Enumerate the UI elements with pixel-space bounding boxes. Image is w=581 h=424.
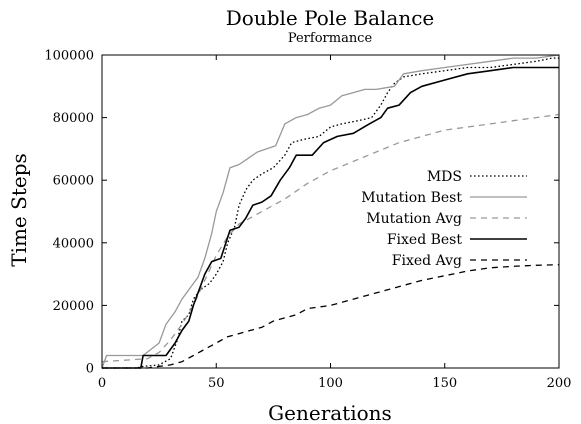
y-tick-label: 40000 [53, 236, 94, 251]
chart-title: Double Pole Balance [226, 6, 435, 30]
legend-label-2: Mutation Avg [366, 211, 462, 227]
y-tick-label: 0 [86, 362, 94, 377]
legend-label-3: Fixed Best [387, 232, 463, 248]
legend-label-1: Mutation Best [361, 190, 462, 206]
series-line-1 [101, 54, 560, 369]
x-axis-label: Generations [268, 401, 392, 424]
series-line-4 [102, 264, 560, 369]
y-tick-label: 100000 [44, 49, 94, 64]
series-layer [101, 54, 560, 369]
y-tick-label: 60000 [53, 174, 94, 189]
series-line-2 [101, 113, 560, 363]
x-tick-label: 100 [318, 376, 343, 391]
y-tick-label: 80000 [53, 111, 94, 126]
legend-label-0: MDS [427, 169, 462, 185]
x-tick-label: 0 [98, 376, 106, 391]
legend: MDS Mutation Best Mutation Avg Fixed Best Fi… [361, 169, 527, 269]
x-tick-label: 150 [432, 376, 457, 391]
ticks-layer: 0 50 100 150 200 0 20000 40000 60000 80000 100000 [44, 49, 571, 392]
x-tick-label: 50 [208, 376, 225, 391]
series-line-3 [102, 66, 559, 369]
chart-subtitle: Performance [288, 31, 373, 46]
plot-frame [101, 54, 560, 369]
x-tick-label: 200 [547, 376, 572, 391]
legend-label-4: Fixed Avg [392, 253, 462, 269]
y-tick-label: 20000 [53, 299, 94, 314]
y-axis-label: Time Steps [7, 153, 31, 267]
